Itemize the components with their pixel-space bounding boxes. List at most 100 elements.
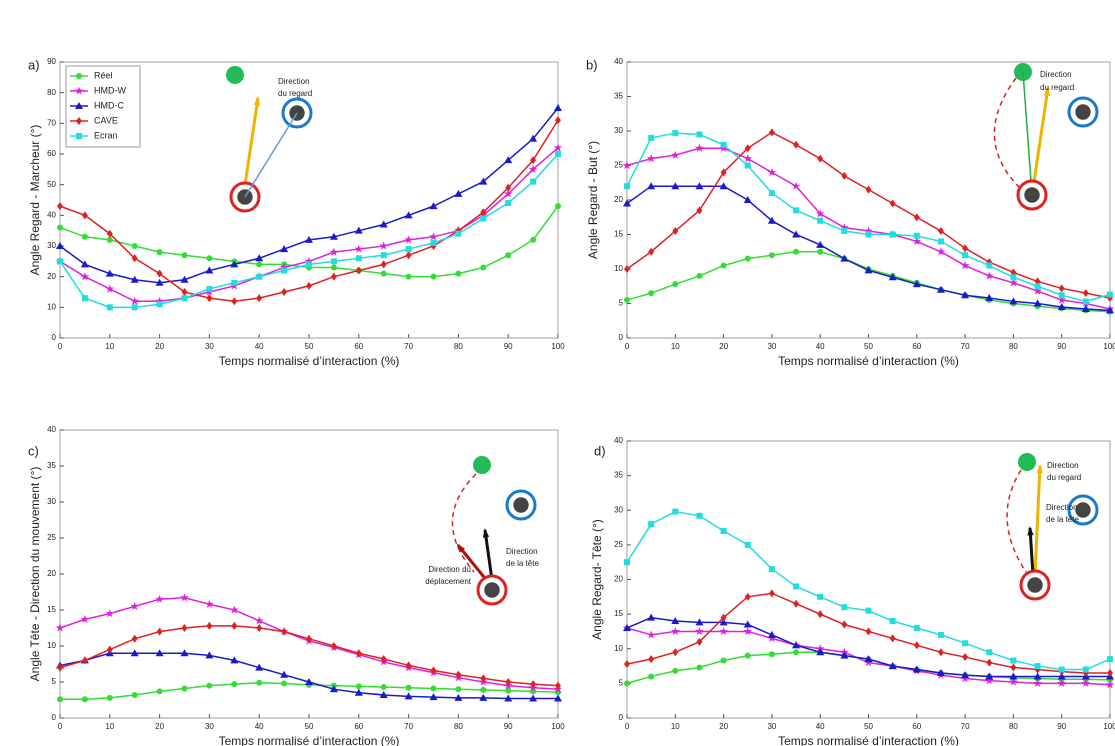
y-tick-label: 25 xyxy=(614,161,623,170)
data-point xyxy=(180,649,189,657)
data-point xyxy=(505,200,512,207)
data-point xyxy=(206,255,213,262)
data-point xyxy=(1082,289,1089,298)
data-point xyxy=(380,252,387,259)
data-point xyxy=(865,627,872,636)
data-point xyxy=(231,681,238,688)
data-point xyxy=(912,665,921,673)
data-point xyxy=(279,262,289,272)
data-point xyxy=(131,634,138,643)
x-tick-label: 40 xyxy=(816,342,825,351)
data-point xyxy=(624,183,630,190)
x-tick-label: 100 xyxy=(551,342,565,351)
data-point xyxy=(355,255,362,262)
icon-person xyxy=(484,582,500,598)
data-point xyxy=(57,663,63,672)
data-point xyxy=(913,232,920,239)
data-point xyxy=(1082,298,1089,305)
x-tick-label: 20 xyxy=(155,722,164,731)
data-point xyxy=(695,626,704,636)
data-point xyxy=(57,258,63,265)
data-point xyxy=(81,233,88,240)
data-point xyxy=(768,589,775,598)
icon-circle xyxy=(1018,453,1036,471)
data-point xyxy=(529,134,538,142)
data-point xyxy=(76,133,82,139)
y-tick-label: 40 xyxy=(614,436,623,445)
annotation: du regard xyxy=(1047,473,1081,482)
data-point xyxy=(720,262,727,269)
data-point xyxy=(106,229,113,238)
data-point xyxy=(80,272,90,281)
data-point xyxy=(205,599,214,608)
data-point xyxy=(455,670,462,679)
data-point xyxy=(913,213,920,222)
annotation: Direction du xyxy=(428,565,471,574)
data-point xyxy=(768,128,775,137)
data-point xyxy=(130,275,139,283)
data-point xyxy=(380,260,387,269)
x-tick-label: 90 xyxy=(504,722,513,731)
x-tick-label: 60 xyxy=(912,342,921,351)
path-dash xyxy=(451,473,477,573)
data-point xyxy=(1009,297,1018,305)
data-point xyxy=(719,618,728,626)
y-tick-label: 10 xyxy=(614,644,623,653)
x-tick-label: 30 xyxy=(767,342,776,351)
icon-arrow xyxy=(1028,527,1035,576)
data-point xyxy=(230,260,239,268)
data-point xyxy=(937,227,944,236)
x-tick-label: 40 xyxy=(255,722,264,731)
y-tick-label: 15 xyxy=(614,609,623,618)
data-point xyxy=(429,232,438,241)
icon-arrowhead xyxy=(456,543,466,553)
data-point xyxy=(131,691,138,698)
data-point xyxy=(430,666,437,675)
y-tick-label: 20 xyxy=(47,272,56,281)
data-point xyxy=(379,241,388,250)
data-point xyxy=(505,678,512,686)
path-dash xyxy=(993,77,1023,191)
data-point xyxy=(555,151,561,157)
data-point xyxy=(962,640,969,647)
data-point xyxy=(696,637,703,646)
data-point xyxy=(105,269,114,277)
data-point xyxy=(479,693,488,701)
x-axis-label: Temps normalisé d’interaction (%) xyxy=(778,354,959,368)
data-point xyxy=(720,657,727,664)
data-point xyxy=(768,566,775,573)
data-point xyxy=(841,171,848,180)
data-point xyxy=(430,239,437,246)
data-point xyxy=(74,86,84,95)
data-point xyxy=(1082,666,1089,673)
legend-label: Ecran xyxy=(94,130,118,140)
data-point xyxy=(912,280,921,288)
data-point xyxy=(256,624,263,632)
data-point xyxy=(672,648,679,657)
data-point xyxy=(405,684,412,691)
data-point xyxy=(647,613,656,621)
data-point xyxy=(530,178,537,185)
y-tick-label: 0 xyxy=(619,333,624,342)
data-point xyxy=(889,618,896,625)
data-point xyxy=(455,686,462,693)
data-point xyxy=(281,267,288,274)
y-tick-label: 15 xyxy=(47,605,56,614)
data-point xyxy=(1010,657,1017,664)
data-point xyxy=(354,688,363,696)
data-point xyxy=(719,182,728,190)
x-axis-label: Temps normalisé d’interaction (%) xyxy=(219,734,400,746)
data-point xyxy=(430,685,437,692)
data-point xyxy=(80,614,90,624)
data-point xyxy=(720,168,727,177)
x-tick-label: 100 xyxy=(1103,722,1115,731)
data-point xyxy=(230,656,239,664)
data-point xyxy=(696,272,703,279)
data-point xyxy=(355,683,362,690)
data-point xyxy=(1010,663,1017,672)
data-point xyxy=(986,262,993,269)
data-point xyxy=(231,621,238,630)
y-tick-label: 35 xyxy=(47,461,56,470)
y-tick-label: 0 xyxy=(52,333,57,342)
x-tick-label: 20 xyxy=(155,342,164,351)
